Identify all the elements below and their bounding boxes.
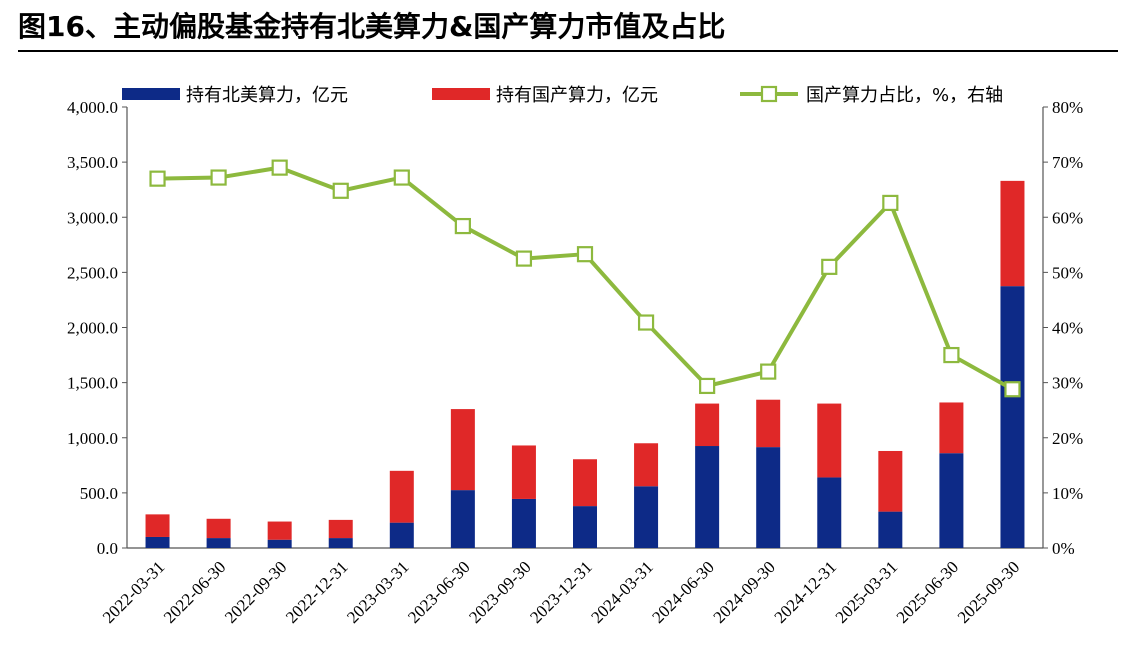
line-point-marker [699,377,716,395]
bar-north-america-compute [267,539,292,548]
y-tick-label-left: 4,000.0 [67,98,118,117]
y-tick-label-left: 500.0 [80,484,118,503]
bar-domestic-compute [573,459,597,507]
line-point-marker [332,182,349,199]
x-tick-label: 2024-03-31 [587,557,657,627]
line-point-marker [637,314,655,331]
y-tick-label-right: 20% [1052,429,1083,448]
x-tick-label: 2025-03-31 [832,557,902,627]
legend-swatch-north-america [122,88,180,100]
legend-label-share: 国产算力占比，%，右轴 [806,85,1003,106]
bar-domestic-compute [328,519,353,539]
y-tick-label-right: 40% [1052,319,1083,338]
bar-north-america-compute [756,447,781,548]
legend: 持有北美算力，亿元 持有国产算力，亿元 国产算力占比，%，右轴 [122,85,1003,106]
title-divider [18,50,1118,52]
legend-marker-share [760,85,778,103]
bar-north-america-compute [573,506,597,548]
y-tick-label-left: 3,000.0 [67,208,118,227]
line-point-marker [821,258,838,275]
bar-domestic-compute [511,445,536,499]
x-tick-label: 2023-06-30 [404,557,474,627]
bar-north-america-compute [939,453,964,548]
y-tick-label-left: 1,500.0 [67,374,118,393]
y-tick-label-right: 80% [1052,98,1083,117]
y-tick-label-right: 70% [1052,153,1083,172]
line-point-marker [576,246,594,263]
line-point-marker [515,250,533,267]
bar-domestic-compute [206,518,231,539]
bar-domestic-compute [450,409,475,491]
x-tick-label: 2023-09-30 [465,557,535,627]
y-tick-label-right: 30% [1052,374,1083,393]
y-tick-label-right: 0% [1052,539,1075,558]
bar-north-america-compute [634,486,659,548]
bar-domestic-compute [939,402,964,454]
bar-north-america-compute [817,477,842,548]
y-tick-label-right: 50% [1052,263,1083,282]
line-point-marker [943,346,960,364]
bar-domestic-compute [1000,180,1025,287]
chart-title: 图16、主动偏股基金持有北美算力&国产算力市值及占比 [18,10,726,43]
x-tick-label: 2024-06-30 [648,557,718,627]
bar-north-america-compute [450,490,475,548]
y-tick-label-left: 2,500.0 [67,263,118,282]
line-point-marker [1004,381,1021,398]
y-tick-label-left: 0.0 [97,539,118,558]
bar-domestic-compute [756,399,781,448]
line-point-marker [393,169,410,186]
bar-domestic-compute [695,403,720,447]
x-tick-label: 2024-09-30 [709,557,779,627]
x-tick-label: 2022-03-31 [99,557,169,627]
line-layer [149,159,1021,398]
x-tick-label: 2025-06-30 [893,557,963,627]
bar-domestic-compute [878,450,903,512]
x-tick-label: 2022-09-30 [221,557,291,627]
legend-label-domestic: 持有国产算力，亿元 [496,85,658,106]
bar-domestic-compute [267,521,292,540]
x-tick-label: 2024-12-31 [771,557,841,627]
bar-north-america-compute [1000,286,1025,548]
bar-north-america-compute [145,536,170,548]
bar-north-america-compute [511,498,536,548]
line-point-marker [882,194,899,212]
bar-north-america-compute [389,522,414,548]
legend-label-north-america: 持有北美算力，亿元 [186,85,348,106]
legend-swatch-domestic [432,88,490,100]
x-tick-label: 2022-06-30 [160,557,230,627]
line-point-marker [454,217,471,235]
y-tick-label-right: 10% [1052,484,1083,503]
x-tick-label: 2022-12-31 [282,557,352,627]
x-tick-label: 2023-12-31 [526,557,596,627]
x-tick-label: 2025-09-30 [954,557,1024,627]
y-tick-label-right: 60% [1052,208,1083,227]
bar-north-america-compute [695,446,720,548]
y-tick-label-left: 2,000.0 [67,319,118,338]
bar-domestic-compute [145,514,170,537]
bar-north-america-compute [878,511,903,548]
y-tick-label-left: 1,000.0 [67,429,118,448]
bar-north-america-compute [206,538,231,548]
bar-north-america-compute [328,538,353,548]
line-point-marker [210,169,227,186]
bar-layer [145,180,1025,548]
line-point-marker [149,170,166,187]
bar-domestic-compute [634,443,659,487]
line-point-marker [760,363,777,380]
line-point-marker [271,159,288,176]
y-tick-label-left: 3,500.0 [67,153,118,172]
bar-domestic-compute [389,470,414,523]
bar-domestic-compute [817,403,842,478]
x-tick-label: 2023-03-31 [343,557,413,627]
